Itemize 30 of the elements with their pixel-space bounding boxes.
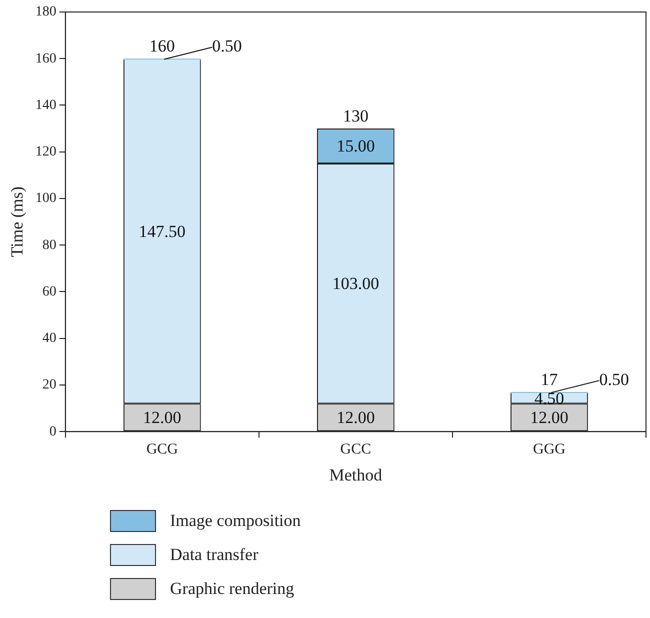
y-tick-label: 20	[42, 378, 56, 393]
data-label: 12.00	[143, 408, 182, 427]
y-tick-label: 180	[35, 4, 56, 20]
x-tick-label: GGG	[532, 442, 566, 458]
data-label: 15.00	[336, 136, 375, 156]
x-tick-label: GCG	[146, 442, 178, 458]
y-tick-label: 120	[35, 144, 56, 160]
total-label: 17	[540, 370, 558, 389]
data-label: 0.50	[212, 36, 242, 56]
y-tick-label: 100	[35, 191, 56, 206]
y-tick-label: 40	[42, 331, 56, 346]
data-label: 12.00	[530, 408, 568, 427]
y-tick-label: 160	[35, 51, 56, 66]
legend-label: Data transfer	[170, 545, 258, 565]
y-tick-label: 80	[42, 238, 56, 253]
x-axis-title: Method	[329, 465, 383, 484]
legend-label: Image composition	[170, 511, 301, 531]
data-label: 4.50	[534, 388, 564, 408]
total-label: 160	[149, 36, 175, 56]
legend-label: Graphic rendering	[170, 579, 294, 599]
x-tick-label: GCC	[340, 442, 372, 458]
total-label: 130	[342, 106, 368, 126]
data-label: 147.50	[138, 222, 186, 242]
data-label: 0.50	[599, 370, 629, 390]
y-tick-label: 140	[35, 98, 56, 113]
y-axis-title: Time (ms)	[8, 186, 27, 258]
data-label: 103.00	[332, 274, 380, 294]
data-label: 12.00	[336, 408, 375, 427]
y-tick-label: 0	[49, 424, 56, 440]
y-tick-label: 60	[42, 284, 56, 300]
